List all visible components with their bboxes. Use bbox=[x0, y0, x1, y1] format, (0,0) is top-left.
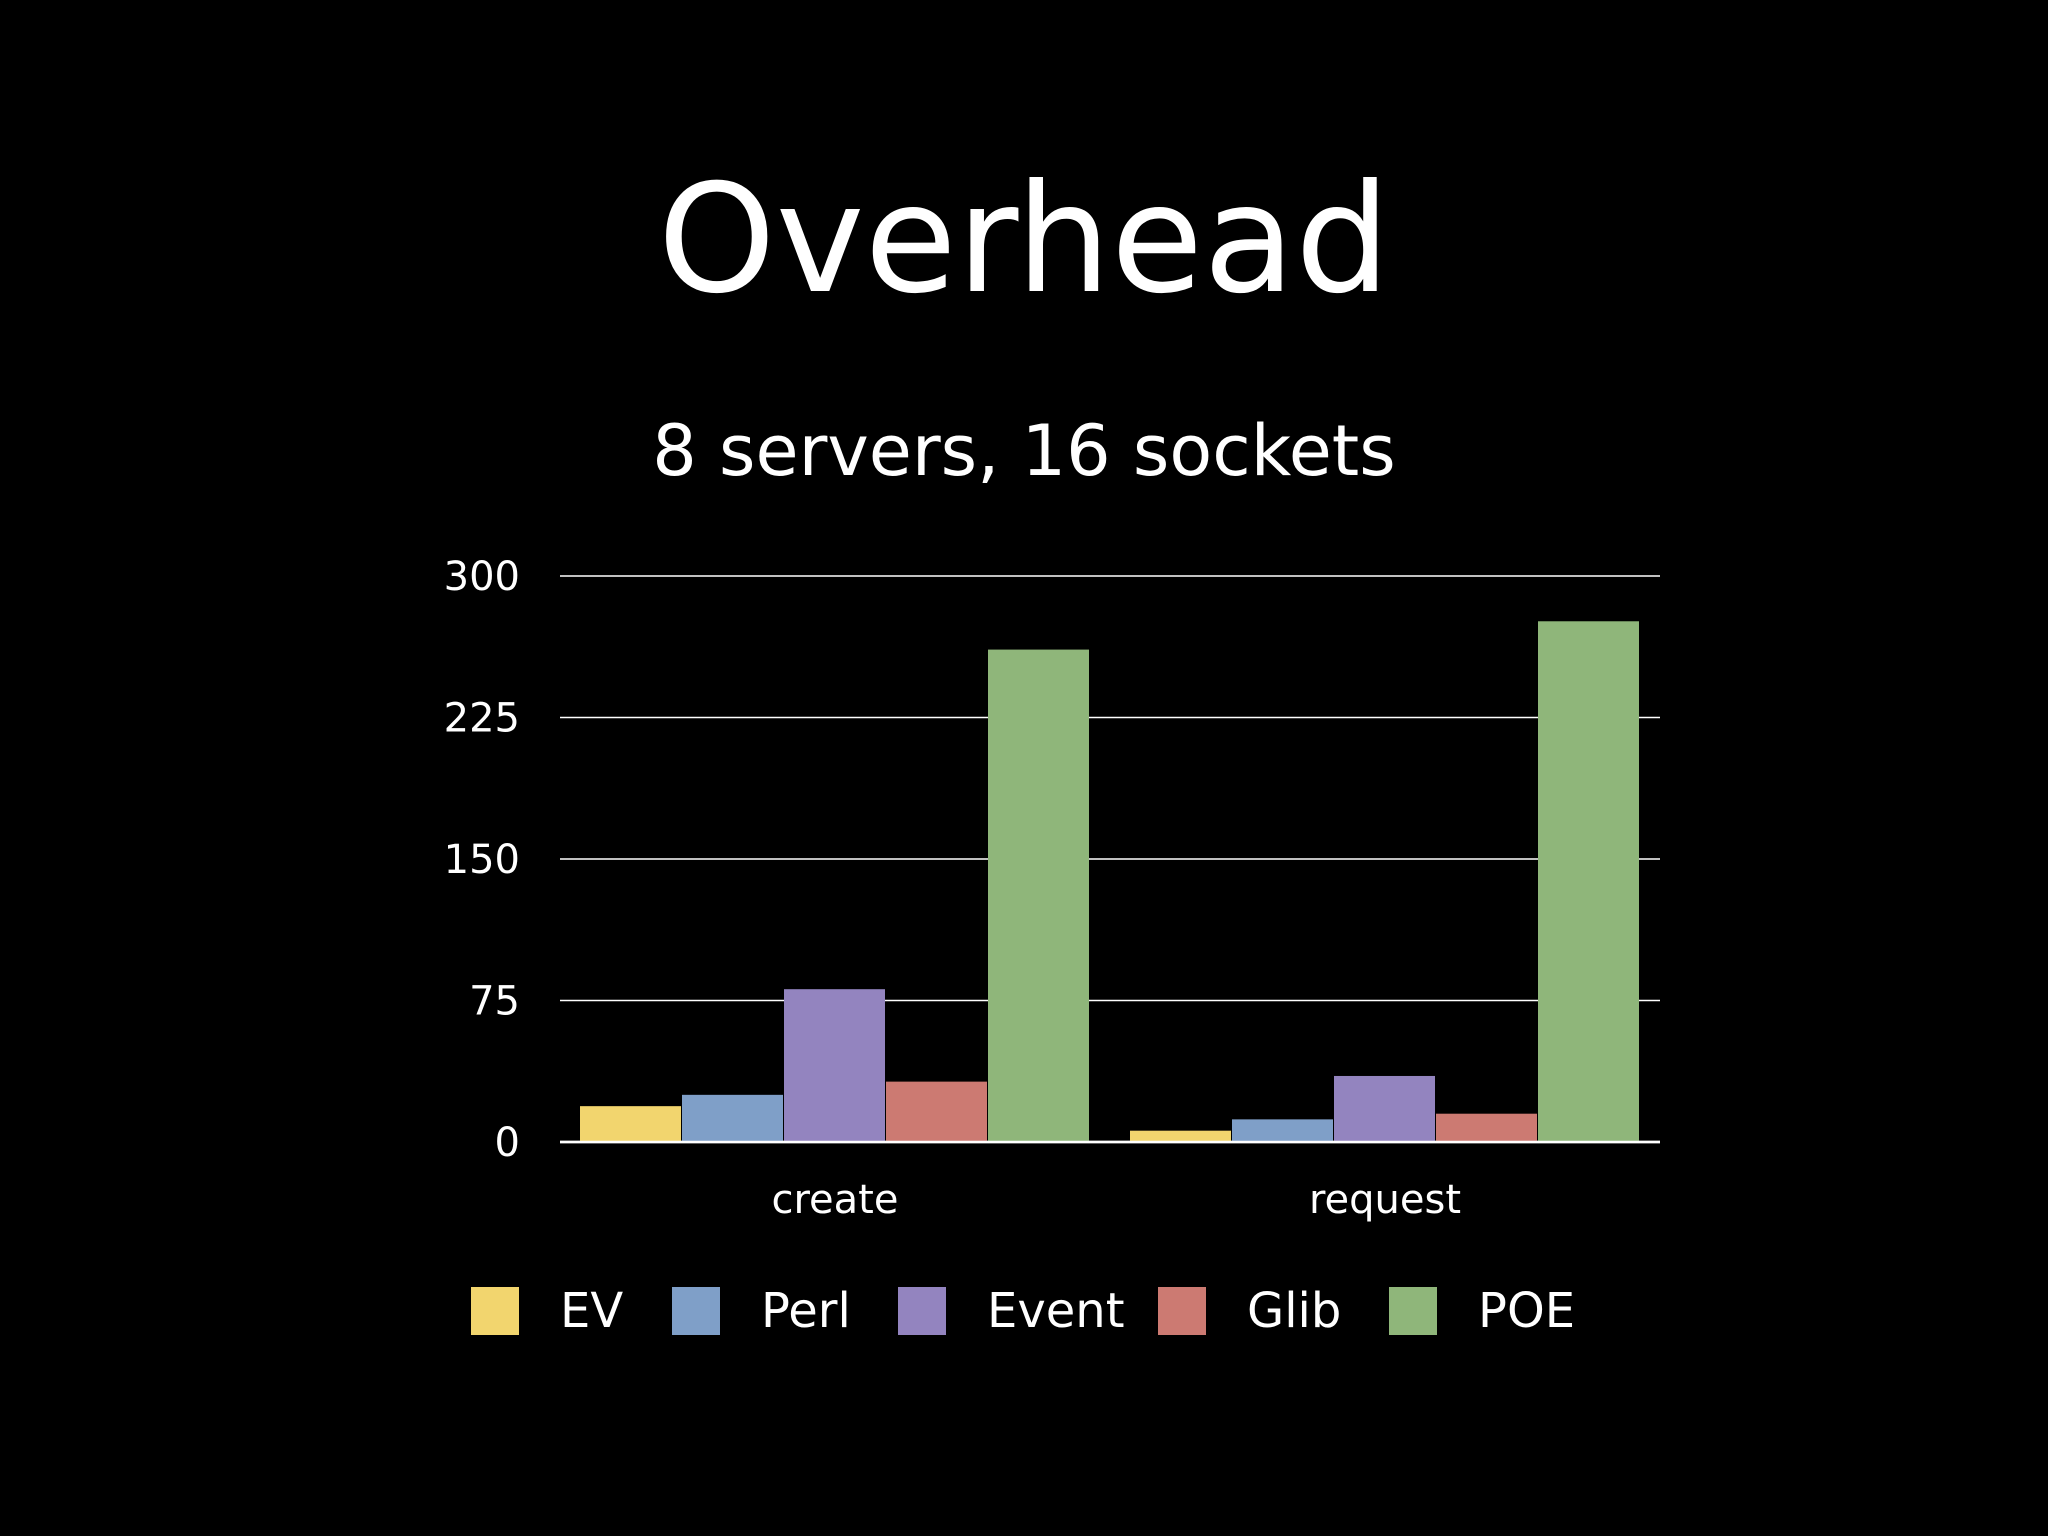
bar-glib-create bbox=[886, 1081, 987, 1142]
bars bbox=[560, 621, 1660, 1144]
slide-title: Overhead bbox=[657, 153, 1391, 327]
bar-perl-request bbox=[1232, 1119, 1333, 1142]
x-category-label: create bbox=[772, 1177, 899, 1223]
legend-label-perl: Perl bbox=[761, 1283, 851, 1339]
legend-label-ev: EV bbox=[560, 1283, 623, 1339]
legend-label-event: Event bbox=[987, 1283, 1125, 1339]
bar-ev-create bbox=[580, 1106, 681, 1142]
bar-poe-create bbox=[988, 649, 1089, 1142]
gridlines bbox=[560, 575, 1660, 1144]
chart-title: 8 servers, 16 sockets bbox=[652, 410, 1395, 492]
y-tick-label: 150 bbox=[444, 837, 520, 883]
legend: EV Perl Event Glib POE bbox=[471, 1283, 1575, 1339]
x-axis-categories: create request bbox=[772, 1177, 1462, 1223]
legend-swatch-poe bbox=[1389, 1287, 1437, 1335]
bar-ev-request bbox=[1130, 1130, 1231, 1142]
bar-perl-create bbox=[682, 1094, 783, 1142]
x-category-label: request bbox=[1309, 1177, 1461, 1223]
bar-event-request bbox=[1334, 1075, 1435, 1142]
bar-glib-request bbox=[1436, 1113, 1537, 1142]
legend-swatch-event bbox=[898, 1287, 946, 1335]
y-tick-label: 75 bbox=[469, 979, 520, 1025]
legend-label-glib: Glib bbox=[1247, 1283, 1341, 1339]
y-axis-ticks: 0 75 150 225 300 bbox=[444, 554, 520, 1166]
legend-label-poe: POE bbox=[1478, 1283, 1575, 1339]
y-tick-label: 300 bbox=[444, 554, 520, 600]
bar-poe-request bbox=[1538, 621, 1639, 1142]
legend-swatch-glib bbox=[1158, 1287, 1206, 1335]
bar-event-create bbox=[784, 989, 885, 1142]
y-tick-label: 0 bbox=[495, 1120, 520, 1166]
y-tick-label: 225 bbox=[444, 696, 520, 742]
legend-swatch-perl bbox=[672, 1287, 720, 1335]
legend-swatch-ev bbox=[471, 1287, 519, 1335]
